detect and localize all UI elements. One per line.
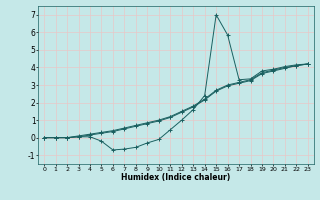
X-axis label: Humidex (Indice chaleur): Humidex (Indice chaleur)	[121, 173, 231, 182]
